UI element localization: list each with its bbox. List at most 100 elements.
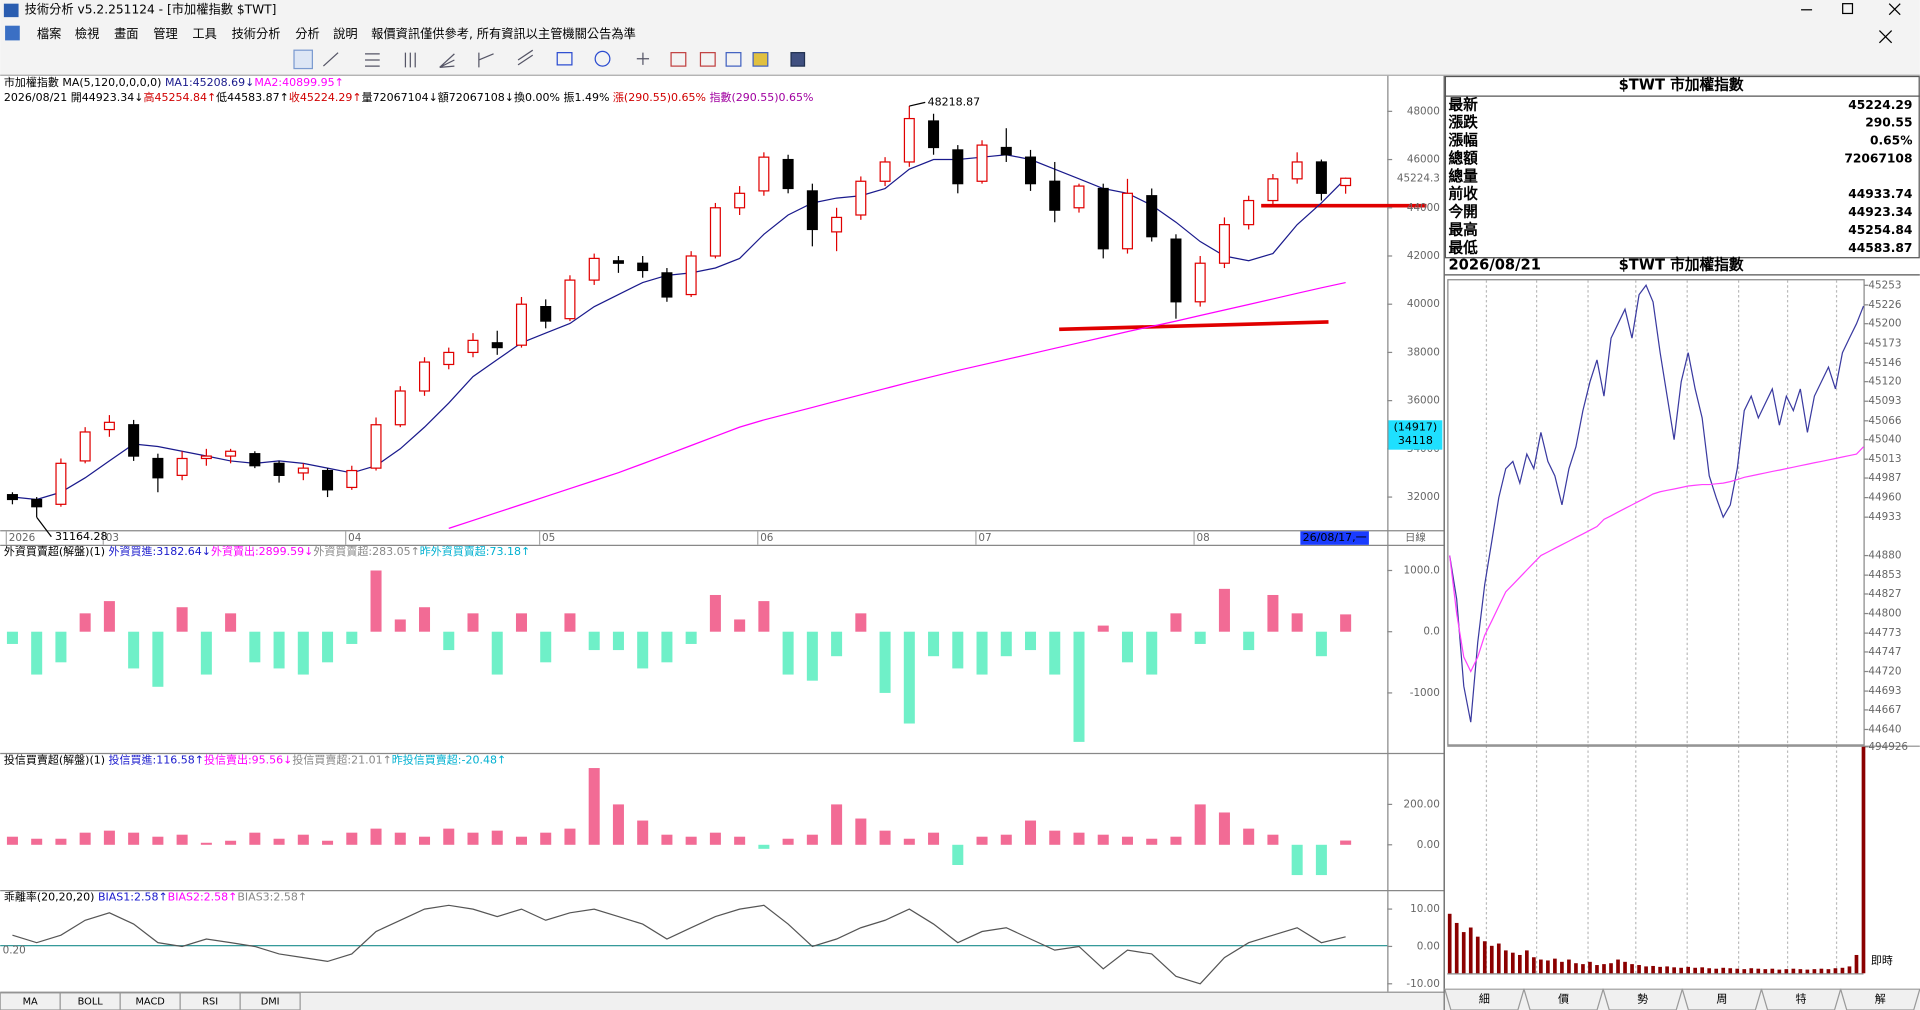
cursor-box <box>1388 420 1443 450</box>
tool-button[interactable] <box>478 52 494 68</box>
candle-body <box>1267 178 1279 202</box>
bar <box>1097 834 1109 845</box>
bar <box>1805 969 1810 974</box>
save-button[interactable] <box>790 52 806 67</box>
candle-body <box>249 453 261 467</box>
candle-body <box>612 260 624 264</box>
tool-button[interactable] <box>322 52 339 67</box>
candle-body <box>1121 192 1133 250</box>
quote-value: 72067108 <box>1844 151 1912 165</box>
ma-line <box>12 154 1347 501</box>
restore-button[interactable] <box>1842 3 1854 15</box>
bar <box>1630 964 1634 974</box>
tab-label[interactable]: 特 <box>1796 992 1807 1006</box>
intraday-title: $TWT 市加權指數 <box>1619 256 1744 274</box>
tool-button[interactable] <box>594 50 611 67</box>
tool-button[interactable] <box>556 52 573 66</box>
tool-button[interactable] <box>365 53 380 67</box>
tool-button[interactable] <box>517 49 534 66</box>
header-item: 換0.00% <box>514 91 563 104</box>
y-tick-label: 45146 <box>1868 357 1901 369</box>
tab-label[interactable]: DMI <box>261 996 280 1007</box>
tab-label[interactable]: 細 <box>1479 993 1490 1006</box>
bar <box>491 830 503 845</box>
y-tick-label: 0.00 <box>1417 839 1440 851</box>
tab-label[interactable]: 價 <box>1558 992 1569 1006</box>
bar <box>1000 834 1012 845</box>
bar <box>928 631 940 657</box>
header-item: BIAS3:2.58↑ <box>237 890 307 903</box>
header-item: 市加權指數 MA(5,120,0,0,0,0) <box>4 75 165 89</box>
tab-label[interactable]: 勢 <box>1637 992 1648 1006</box>
menu-item[interactable]: 檢視 <box>75 26 99 41</box>
tool-button[interactable] <box>670 52 687 67</box>
drawn-trendline[interactable] <box>1059 320 1329 332</box>
quote-label: 前收 <box>1448 185 1478 203</box>
bar <box>831 804 843 845</box>
doc-close[interactable] <box>1878 30 1893 44</box>
menu-item[interactable]: 分析 <box>295 27 319 41</box>
y-tick-label: 40000 <box>1407 298 1440 310</box>
candle-body <box>79 431 91 462</box>
tool-button[interactable] <box>752 52 769 67</box>
cursor-date: 26/08/17,一 <box>1303 531 1367 544</box>
bar <box>103 601 115 632</box>
bar <box>1532 957 1536 974</box>
candle-body <box>806 190 818 231</box>
tool-button[interactable] <box>293 49 313 70</box>
close-button[interactable] <box>1888 3 1901 16</box>
y-tick-label: -1000 <box>1410 687 1440 699</box>
bar <box>394 832 406 845</box>
header-item: 投信賣出:95.56↓ <box>204 752 292 766</box>
bar <box>1146 838 1158 845</box>
bar <box>637 820 649 845</box>
y-tick-label: 10.00 <box>1410 903 1440 915</box>
menu-item[interactable]: 檔案 <box>37 27 61 41</box>
tab-label[interactable]: 解 <box>1875 992 1886 1006</box>
candle-body <box>370 424 382 469</box>
candle-body <box>903 117 915 163</box>
bar <box>1560 961 1564 974</box>
bar <box>225 840 237 845</box>
candle-body <box>55 462 67 505</box>
tab-label[interactable]: MA <box>23 996 38 1007</box>
candle-body <box>1194 262 1206 303</box>
menu-item[interactable]: 技術分析 <box>232 27 281 41</box>
y-tick-label: 36000 <box>1407 395 1440 407</box>
bar <box>879 830 891 845</box>
intraday-date: 2026/08/21 <box>1448 257 1540 274</box>
y-tick-label: 45093 <box>1868 395 1901 407</box>
menu-item[interactable]: 畫面 <box>114 26 138 41</box>
tool-button[interactable] <box>636 52 650 65</box>
bar <box>1025 820 1037 845</box>
menu-item[interactable]: 說明 <box>333 27 357 41</box>
y-tick-label: 45013 <box>1868 453 1901 465</box>
tool-button[interactable] <box>404 52 416 68</box>
tab-label[interactable]: RSI <box>202 996 218 1007</box>
y-tick-label: 44880 <box>1868 550 1901 562</box>
menu-item[interactable]: 管理 <box>153 26 177 41</box>
doc-icon <box>5 25 20 41</box>
quote-value: 44933.74 <box>1848 187 1912 201</box>
candle-body <box>1291 161 1303 180</box>
quote-label: 最低 <box>1448 238 1478 256</box>
bar <box>176 607 188 632</box>
tool-button[interactable] <box>439 53 455 68</box>
bar <box>661 834 673 845</box>
candle-body <box>855 180 867 216</box>
bar <box>1496 943 1501 974</box>
header-item: 2026/08/21 <box>4 91 71 104</box>
candle-body <box>297 467 309 474</box>
tool-button[interactable] <box>725 52 742 67</box>
menu-item[interactable]: 工具 <box>192 27 216 41</box>
tab-label[interactable]: MACD <box>135 996 164 1007</box>
bar <box>200 842 212 845</box>
y-tick-label: 44960 <box>1868 492 1901 504</box>
tab-label[interactable]: 周 <box>1716 993 1727 1006</box>
quote-label: 總額 <box>1448 149 1478 167</box>
candle-body <box>200 455 212 460</box>
quote-box <box>1444 75 1920 259</box>
tab-label[interactable]: BOLL <box>78 996 104 1007</box>
quote-value: 290.55 <box>1865 116 1912 130</box>
tool-button[interactable] <box>699 52 716 67</box>
